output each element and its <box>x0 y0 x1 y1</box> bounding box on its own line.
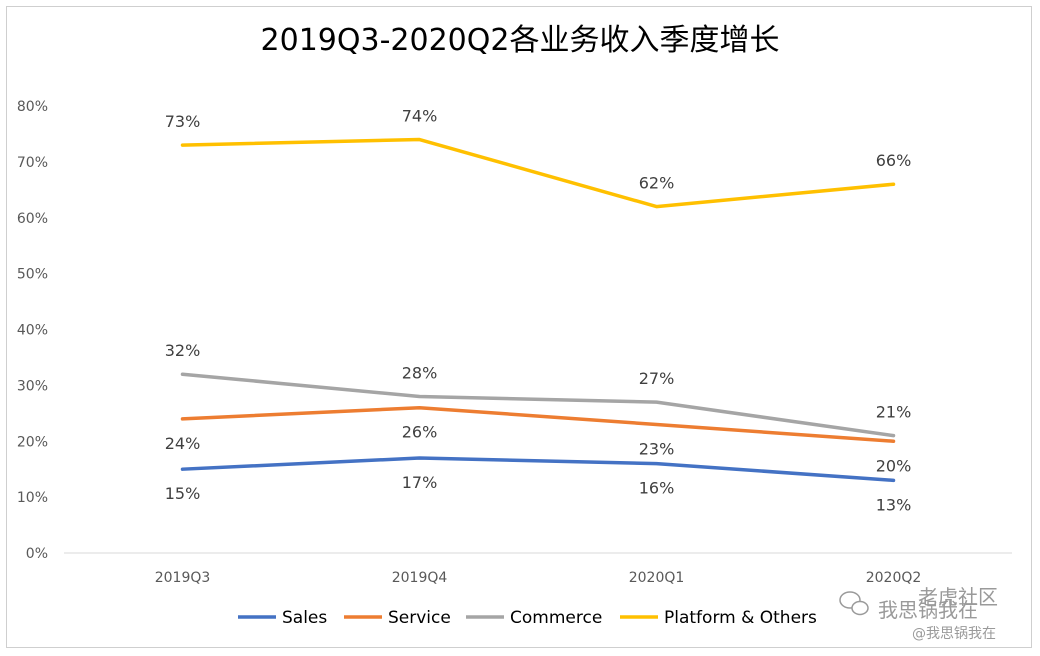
data-label: 27% <box>639 369 675 388</box>
data-label: 20% <box>876 456 912 475</box>
series-line-platform-others <box>180 137 896 209</box>
watermark-text-3: @我思锅我在 <box>912 626 996 642</box>
y-tick-label: 20% <box>17 434 48 450</box>
legend: Sales Service Commerce Platform & Others <box>238 608 817 628</box>
watermark: 老虎社区 我思锅我在 @我思锅我在 <box>839 585 998 642</box>
x-tick-label: 2019Q4 <box>392 570 448 586</box>
data-label: 17% <box>402 473 438 492</box>
y-tick-label: 40% <box>17 323 48 339</box>
y-tick-label: 60% <box>17 211 48 227</box>
y-tick-label: 0% <box>26 546 48 562</box>
data-label: 66% <box>876 151 912 170</box>
data-label: 23% <box>639 439 675 458</box>
y-tick-label: 30% <box>17 378 48 394</box>
data-label: 73% <box>165 112 201 131</box>
data-label: 62% <box>639 174 675 193</box>
x-tick-label: 2020Q2 <box>866 570 922 586</box>
watermark-text-2: 我思锅我在 <box>878 598 978 622</box>
series-line-sales <box>180 456 896 483</box>
series-line-service <box>180 405 896 443</box>
data-label: 16% <box>639 479 675 498</box>
legend-label: Platform & Others <box>664 608 817 628</box>
legend-label: Sales <box>282 608 327 628</box>
watermark-text-1: 老虎社区 <box>918 585 998 609</box>
data-label: 26% <box>402 423 438 442</box>
x-tick-label: 2019Q3 <box>155 570 211 586</box>
data-label: 32% <box>165 341 201 360</box>
y-axis: 0% 10% 20% 30% 40% 50% 60% 70% 80% <box>17 99 48 562</box>
series-line-commerce <box>180 372 896 438</box>
series-group <box>180 137 896 483</box>
legend-label: Commerce <box>510 608 602 628</box>
y-tick-label: 70% <box>17 155 48 171</box>
x-tick-label: 2020Q1 <box>629 570 685 586</box>
y-tick-label: 10% <box>17 490 48 506</box>
wechat-icon <box>839 591 869 616</box>
data-label: 21% <box>876 403 912 422</box>
chart-frame <box>6 6 1032 648</box>
data-labels: 15% 17% 16% 13% 24% 26% 23% 20% 32% 28% 27% 21% 73% 7… <box>165 107 912 515</box>
data-label: 74% <box>402 107 438 126</box>
data-label: 13% <box>876 495 912 514</box>
y-tick-label: 50% <box>17 267 48 283</box>
data-label: 28% <box>402 364 438 383</box>
y-tick-label: 80% <box>17 99 48 115</box>
chart-title: 2019Q3-2020Q2各业务收入季度增长 <box>261 23 780 58</box>
data-label: 15% <box>165 484 201 503</box>
legend-label: Service <box>388 608 451 628</box>
data-label: 24% <box>165 434 201 453</box>
x-axis: 2019Q3 2019Q4 2020Q1 2020Q2 <box>155 570 922 586</box>
